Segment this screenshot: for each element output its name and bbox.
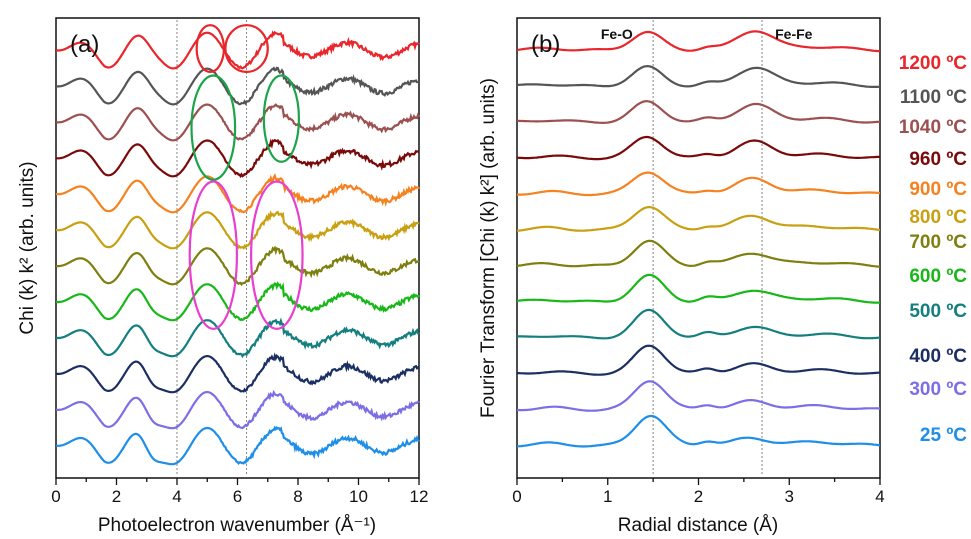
panel-a-series	[55, 30, 420, 466]
x-tick-label: 1	[603, 487, 612, 506]
legend-entry-700c: 700 ºC	[909, 232, 967, 253]
series-line-1200c	[516, 30, 881, 53]
panel-a-y-axis-label: Chi (k) k² (arb. units)	[17, 161, 38, 334]
panel-a: 0 2 4 6 8 10 12 (a) Photoelectron wavenumber (…	[17, 17, 428, 536]
legend-entry-1040c: 1040 ºC	[899, 117, 967, 138]
x-tick-label: 4	[875, 487, 884, 506]
series-line-1100c	[516, 64, 881, 88]
panel-b-peak-labels: Fe-O Fe-Fe	[601, 26, 813, 42]
series-line-1200c	[55, 30, 420, 70]
series-line-400c	[516, 344, 881, 376]
x-tick-label: 0	[512, 487, 521, 506]
series-line-960c	[55, 138, 420, 179]
series-line-900c	[55, 173, 420, 214]
peak-label-1: Fe-O	[601, 26, 633, 42]
panel-a-x-axis-label: Photoelectron wavenumber (Å⁻¹)	[98, 515, 376, 536]
legend-entry-25c: 25 ºC	[920, 425, 967, 446]
legend-entry-300c: 300 ºC	[909, 379, 967, 400]
series-line-300c	[517, 380, 881, 412]
series-line-300c	[55, 389, 420, 430]
x-tick-label: 12	[410, 487, 429, 506]
panel-b-series	[516, 30, 881, 448]
legend-entry-1200c: 1200 ºC	[899, 53, 967, 74]
temperature-legend: 1200 ºC 1100 ºC 1040 ºC 960 ºC 900 ºC 800 ºC 7…	[899, 53, 967, 446]
series-line-1040c	[517, 100, 881, 125]
series-line-25c	[55, 425, 420, 466]
x-tick-label: 2	[112, 487, 121, 506]
panel-b-y-axis-label: Fourier Transform [Chi (k) k²] (arb. uni…	[478, 78, 499, 418]
x-tick-label: 4	[172, 487, 181, 506]
highlight-ellipse-4	[262, 74, 301, 163]
series-line-900c	[517, 171, 881, 197]
panel-b-reference-lines	[652, 20, 763, 476]
panel-a-label: (a)	[70, 31, 99, 58]
highlight-ellipse-5	[188, 180, 238, 330]
x-tick-label: 6	[233, 487, 242, 506]
x-tick-label: 3	[785, 487, 794, 506]
highlight-ellipse-1	[195, 24, 225, 74]
series-line-600c	[516, 273, 880, 304]
series-line-25c	[516, 414, 881, 448]
series-line-1040c	[55, 103, 420, 142]
legend-entry-500c: 500 ºC	[909, 301, 967, 322]
panel-a-annotations	[188, 24, 304, 330]
highlight-ellipse-3	[190, 74, 237, 181]
panel-b-x-ticks: 0 1 2 3 4	[512, 478, 885, 506]
series-line-400c	[55, 352, 420, 394]
legend-entry-600c: 600 ºC	[909, 266, 967, 287]
highlight-ellipse-6	[250, 180, 304, 330]
legend-entry-1100c: 1100 ºC	[900, 87, 967, 108]
legend-entry-960c: 960 ºC	[909, 149, 967, 170]
x-tick-label: 0	[51, 487, 60, 506]
panel-a-x-ticks: 0 2 4 6 8 10 12	[51, 478, 428, 506]
series-line-960c	[516, 135, 880, 161]
legend-entry-400c: 400 ºC	[909, 346, 967, 367]
series-line-800c	[516, 206, 881, 232]
series-line-500c	[55, 317, 420, 359]
series-line-700c	[55, 245, 420, 287]
legend-entry-800c: 800 ºC	[909, 207, 967, 228]
series-line-500c	[516, 308, 881, 340]
x-tick-label: 8	[293, 487, 302, 506]
panel-b-x-axis-label: Radial distance (Å)	[618, 515, 779, 536]
series-line-1100c	[55, 66, 420, 106]
x-tick-label: 10	[349, 487, 368, 506]
peak-label-2: Fe-Fe	[775, 26, 813, 42]
series-line-600c	[55, 281, 420, 322]
series-line-700c	[516, 239, 881, 268]
x-tick-label: 2	[694, 487, 703, 506]
legend-entry-900c: 900 ºC	[909, 179, 967, 200]
highlight-ellipse-2	[224, 24, 269, 74]
panel-b-label: (b)	[531, 31, 560, 58]
